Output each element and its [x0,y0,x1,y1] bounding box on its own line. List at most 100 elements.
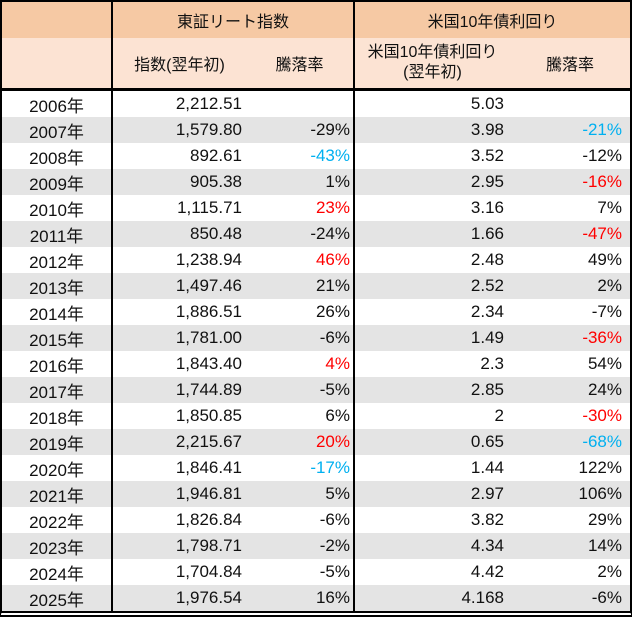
header-group-row: 東証リート指数 米国10年債利回り [2,2,630,38]
year-cell: 2009年 [2,169,113,195]
us-change-cell: -12% [582,146,622,165]
us-change-cell: -68% [582,432,622,451]
table-body: 2006年 2,212.51 5.03 2007年 1,579.80 -29% … [2,91,630,611]
header-us-yield-line2: (翌年初) [403,64,462,81]
header-tse-index: 指数(翌年初) [134,57,225,74]
tse-index-cell: 1,798.71 [175,536,242,555]
us-change-cell: 54% [587,354,622,373]
year-cell: 2023年 [2,533,113,559]
year-cell: 2017年 [2,377,113,403]
tse-index-cell: 1,704.84 [175,562,242,581]
us-yield-cell: 5.03 [470,94,504,113]
tse-change-cell: -6% [246,507,355,533]
year-cell: 2018年 [2,403,113,429]
us-change-cell: -21% [582,120,622,139]
us-yield-cell: 3.82 [470,510,504,529]
table-row: 2025年 1,976.54 16% 4.168 -6% [2,585,630,611]
us-change-cell: 29% [587,510,622,529]
year-cell: 2013年 [2,273,113,299]
tse-index-cell: 1,843.40 [175,354,242,373]
tse-change-cell: 23% [246,195,355,221]
tse-index-cell: 1,846.41 [175,458,242,477]
year-cell: 2012年 [2,247,113,273]
tse-change-cell: 46% [246,247,355,273]
us-yield-cell: 4.34 [470,536,504,555]
us-change-cell: -16% [582,172,622,191]
year-cell: 2008年 [2,143,113,169]
tse-index-cell: 1,946.81 [175,484,242,503]
us-yield-cell: 2.97 [470,484,504,503]
year-cell: 2011年 [2,221,113,247]
tse-index-cell: 2,215.67 [175,432,242,451]
tse-index-cell: 1,850.85 [175,406,242,425]
header-us-change: 騰落率 [545,57,594,74]
tse-change-cell: -43% [246,143,355,169]
table-row: 2023年 1,798.71 -2% 4.34 14% [2,533,630,559]
year-cell: 2024年 [2,559,113,585]
table-row: 2021年 1,946.81 5% 2.97 106% [2,481,630,507]
header-year-cell [2,38,113,88]
table-row: 2022年 1,826.84 -6% 3.82 29% [2,507,630,533]
table-row: 2009年 905.38 1% 2.95 -16% [2,169,630,195]
us-yield-cell: 2 [494,406,504,425]
tse-index-cell: 1,579.80 [175,120,242,139]
tse-index-cell: 1,497.46 [175,276,242,295]
header-corner-cell [2,2,113,38]
table-row: 2011年 850.48 -24% 1.66 -47% [2,221,630,247]
us-yield-cell: 2.52 [470,276,504,295]
tse-change-cell: -17% [246,455,355,481]
table-row: 2017年 1,744.89 -5% 2.85 24% [2,377,630,403]
tse-index-cell: 1,238.94 [175,250,242,269]
year-cell: 2007年 [2,117,113,143]
year-cell: 2020年 [2,455,113,481]
header-group-tse: 東証リート指数 [113,2,355,38]
tse-change-cell: 6% [246,403,355,429]
header-column-row: 指数(翌年初) 騰落率 米国10年債利回り (翌年初) 騰落率 [2,38,630,91]
us-change-cell: -6% [591,588,622,607]
header-us-yield: 米国10年債利回り (翌年初) [355,38,510,88]
tse-index-cell: 850.48 [190,224,242,243]
table-row: 2013年 1,497.46 21% 2.52 2% [2,273,630,299]
us-change-cell: 2% [597,562,622,581]
us-change-cell: 24% [587,380,622,399]
table-row: 2018年 1,850.85 6% 2 -30% [2,403,630,429]
table-row: 2024年 1,704.84 -5% 4.42 2% [2,559,630,585]
us-change-cell: -36% [582,328,622,347]
us-change-cell: -47% [582,224,622,243]
year-cell: 2014年 [2,299,113,325]
year-cell: 2016年 [2,351,113,377]
tse-index-cell: 1,744.89 [175,380,242,399]
tse-index-cell: 1,976.54 [175,588,242,607]
tse-change-cell: -6% [246,325,355,351]
tse-change-cell: 1% [246,169,355,195]
tse-index-cell: 1,115.71 [177,198,242,217]
tse-index-cell: 905.38 [190,172,242,191]
us-yield-cell: 2.85 [470,380,504,399]
us-change-cell [510,91,630,117]
tse-index-cell: 1,781.00 [175,328,242,347]
us-change-cell: 14% [587,536,622,555]
us-change-cell: 122% [578,458,622,477]
us-change-cell: 7% [597,198,622,217]
tse-change-cell: 21% [246,273,355,299]
us-change-cell: 2% [597,276,622,295]
tse-change-cell: -29% [246,117,355,143]
table-row: 2007年 1,579.80 -29% 3.98 -21% [2,117,630,143]
us-yield-cell: 2.3 [480,354,504,373]
table-row: 2016年 1,843.40 4% 2.3 54% [2,351,630,377]
tse-change-cell: -5% [246,559,355,585]
us-yield-cell: 4.168 [461,588,504,607]
us-yield-cell: 2.48 [470,250,504,269]
us-yield-cell: 1.66 [470,224,504,243]
us-yield-cell: 4.42 [470,562,504,581]
tse-change-cell: 16% [246,585,355,611]
us-yield-cell: 1.44 [470,458,504,477]
us-yield-cell: 3.52 [470,146,504,165]
us-yield-cell: 3.98 [470,120,504,139]
year-cell: 2019年 [2,429,113,455]
tse-change-cell: -2% [246,533,355,559]
table-row: 2014年 1,886.51 26% 2.34 -7% [2,299,630,325]
us-yield-cell: 3.16 [470,198,504,217]
tse-index-cell: 1,886.51 [175,302,242,321]
